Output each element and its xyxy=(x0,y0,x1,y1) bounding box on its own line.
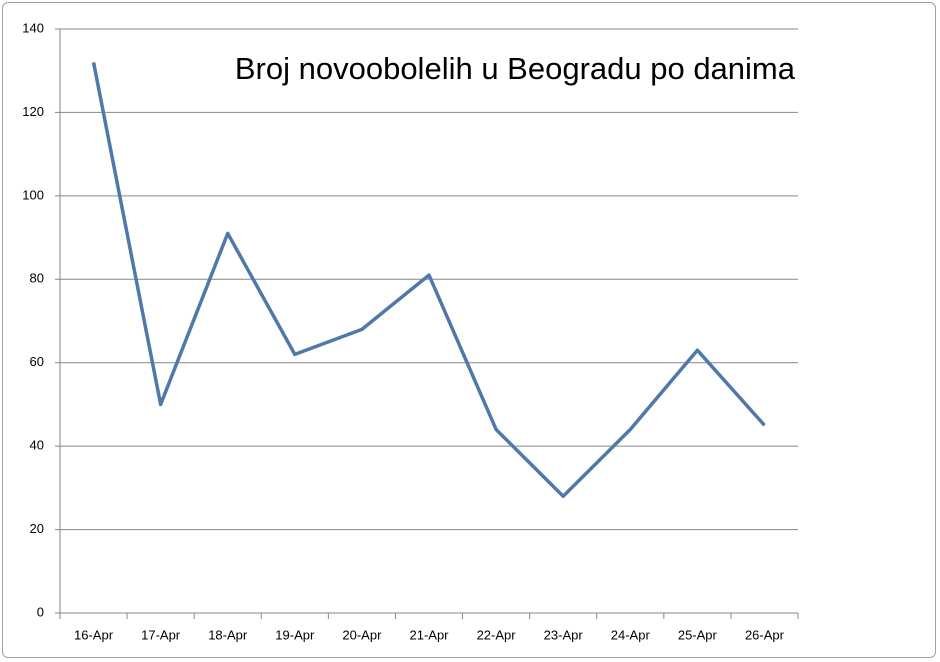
line-series xyxy=(91,62,766,498)
y-tick-label: 60 xyxy=(30,354,44,369)
x-tick-label: 26-Apr xyxy=(745,627,785,642)
x-tick-label: 22-Apr xyxy=(477,627,517,642)
x-tick-label: 18-Apr xyxy=(208,627,248,642)
y-tick-label: 80 xyxy=(30,271,44,286)
x-tick-label: 16-Apr xyxy=(74,627,114,642)
x-tick-label: 25-Apr xyxy=(678,627,718,642)
y-tick-label: 140 xyxy=(22,20,44,35)
y-tick-label: 0 xyxy=(37,604,44,619)
x-tick-label: 24-Apr xyxy=(611,627,651,642)
x-tick-label: 19-Apr xyxy=(275,627,315,642)
x-tick-label: 20-Apr xyxy=(342,627,382,642)
y-tick-label: 40 xyxy=(30,438,44,453)
y-tick-label: 120 xyxy=(22,104,44,119)
x-tick-label: 23-Apr xyxy=(544,627,584,642)
y-tick-label: 100 xyxy=(22,187,44,202)
x-tick-label: 17-Apr xyxy=(141,627,181,642)
x-tick-label: 21-Apr xyxy=(409,627,449,642)
y-tick-label: 20 xyxy=(30,521,44,536)
chart-title: Broj novoobolelih u Beogradu po danima xyxy=(235,51,796,86)
